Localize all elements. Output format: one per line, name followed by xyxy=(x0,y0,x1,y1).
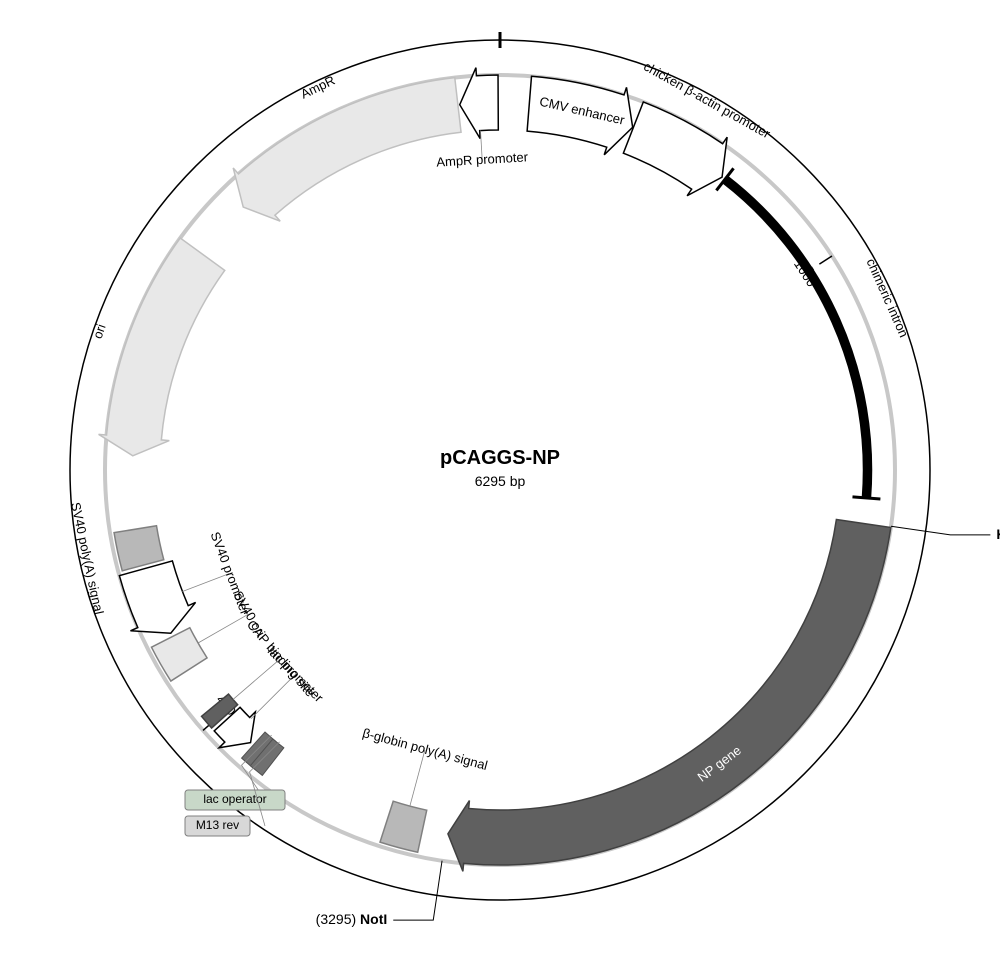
outer-ring xyxy=(70,40,930,900)
plasmid-map: 100020003000400050006000CMV enhancerchic… xyxy=(0,0,1000,959)
feature-chimeric-intron xyxy=(723,176,872,498)
feature-np-gene xyxy=(448,519,891,871)
feature-ori xyxy=(99,238,225,456)
plasmid-size: 6295 bp xyxy=(475,473,526,489)
feature-chicken-actin-promoter xyxy=(623,102,727,196)
feature-label: chimeric intron xyxy=(864,256,912,339)
feature-sv40-poly-a-signal xyxy=(114,526,164,571)
restriction-site-label: KpnI (1717) xyxy=(996,526,1000,542)
feature-label: β-globin poly(A) signal xyxy=(361,725,489,773)
scale-tick xyxy=(819,256,832,264)
feature-label: SV40 promoter xyxy=(208,530,254,618)
feature-label: ori xyxy=(90,322,109,341)
restriction-site-label: (3295) NotI xyxy=(316,911,388,927)
feature-label: SV40 poly(A) signal xyxy=(68,501,107,616)
feature-label: AmpR xyxy=(298,73,337,102)
restriction-site-leader xyxy=(393,861,442,920)
restriction-site-leader xyxy=(891,526,990,535)
feature--globin-poly-a-signal xyxy=(380,801,427,852)
callout-box-label: M13 rev xyxy=(196,818,239,832)
feature-sv40-promoter xyxy=(119,561,195,633)
feature-label: AmpR promoter xyxy=(436,149,529,169)
plasmid-name: pCAGGS-NP xyxy=(440,447,560,469)
